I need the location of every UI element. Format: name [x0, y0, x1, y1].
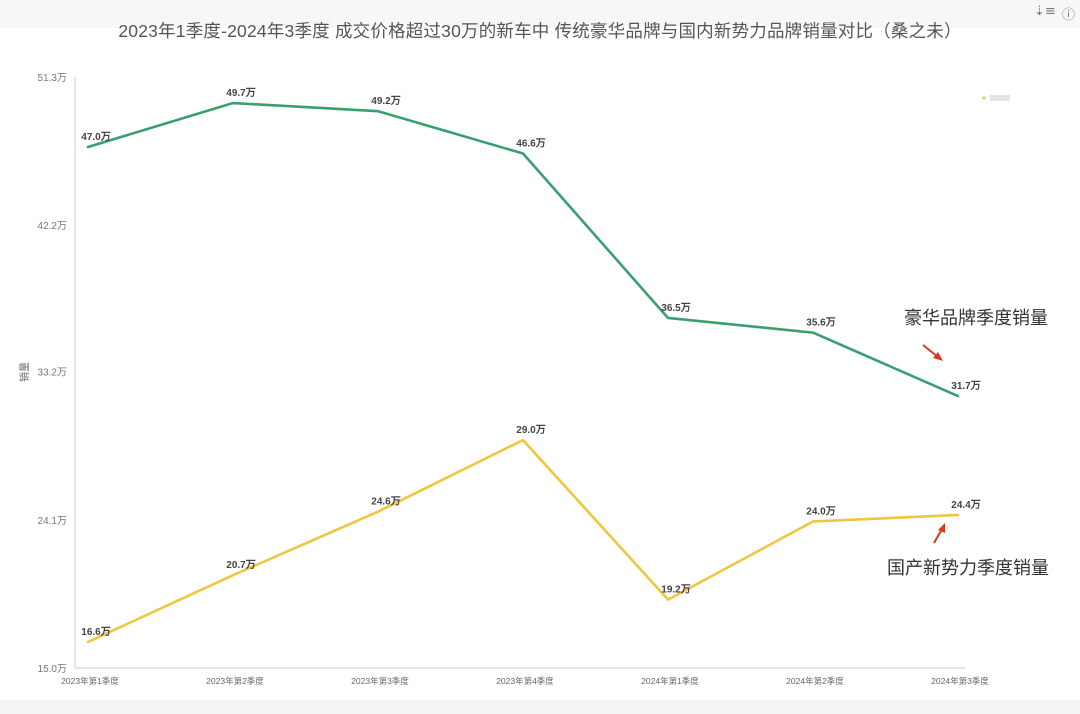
x-tick-label: 2023年第1季度 [61, 676, 119, 686]
data-label: 20.7万 [226, 559, 255, 571]
top-toolbar: ⇣≡ ⓘ [0, 0, 1080, 28]
arrow-head [938, 523, 945, 533]
data-label: 49.2万 [371, 95, 400, 107]
y-tick-label: 42.2万 [38, 221, 67, 232]
y-tick-label: 15.0万 [38, 664, 67, 675]
data-label: 24.0万 [806, 505, 835, 517]
data-label: 46.6万 [516, 138, 545, 150]
data-label: 49.7万 [226, 87, 255, 99]
series-line-2 [86, 438, 960, 644]
x-tick-label: 2023年第4季度 [496, 676, 554, 686]
data-label: 24.6万 [371, 496, 400, 508]
arrow-line [933, 528, 943, 544]
annotation-domestic: 国产新势力季度销量 [887, 558, 1049, 578]
x-tick-label: 2024年第3季度 [931, 676, 989, 686]
y-tick-labels: 51.3万 42.2万 33.2万 24.1万 15.0万 [38, 73, 67, 675]
chart-title: 2023年1季度-2024年3季度 成交价格超过30万的新车中 传统豪华品牌与国… [118, 21, 962, 41]
x-tick-label: 2023年第3季度 [351, 676, 409, 686]
data-label: 47.0万 [81, 131, 110, 143]
data-label: 35.6万 [806, 317, 835, 329]
annotation-luxury: 豪华品牌季度销量 [904, 308, 1048, 328]
data-label: 16.6万 [81, 626, 110, 638]
sort-icon[interactable]: ⇣≡ [1034, 4, 1056, 19]
x-tick-label: 2024年第2季度 [786, 676, 844, 686]
data-label: 24.4万 [951, 499, 980, 511]
legend-placeholder [982, 95, 1010, 101]
x-tick-label: 2023年第2季度 [206, 676, 264, 686]
y-tick-label: 33.2万 [38, 368, 67, 379]
series-lines [86, 101, 960, 644]
data-label: 29.0万 [516, 424, 545, 436]
series-line-1 [86, 101, 960, 398]
bottom-bar [0, 700, 1080, 714]
arrow-head [933, 352, 943, 361]
data-labels: 47.0万 49.7万 49.2万 46.6万 36.5万 35.6万 31.7万 16.6万… [81, 87, 980, 638]
info-icon[interactable]: ⓘ [1062, 8, 1076, 23]
data-label: 19.2万 [661, 584, 690, 596]
x-tick-label: 2024年第1季度 [641, 676, 699, 686]
y-tick-label: 51.3万 [38, 73, 67, 84]
y-tick-label: 24.1万 [38, 516, 67, 527]
data-label: 31.7万 [951, 380, 980, 392]
chart-axes [74, 77, 965, 669]
x-tick-labels: 2023年第1季度 2023年第2季度 2023年第3季度 2023年第4季度 2024… [61, 676, 989, 686]
data-label: 36.5万 [661, 302, 690, 314]
y-axis-label: 销量 [18, 362, 31, 382]
